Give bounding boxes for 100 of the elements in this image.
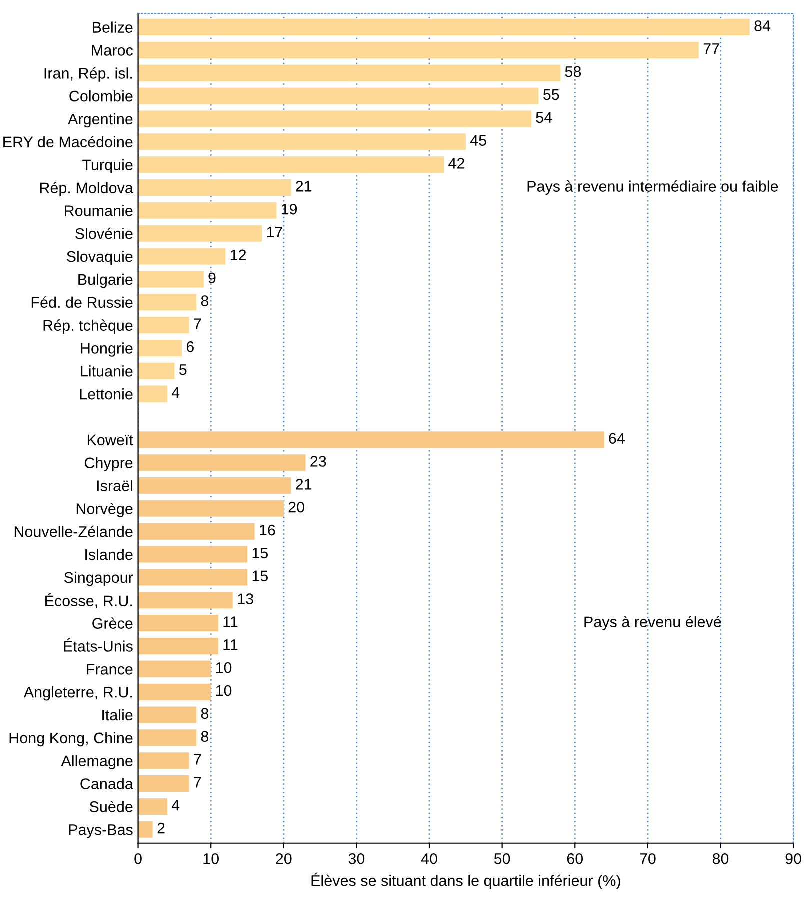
bar — [138, 64, 561, 82]
y-tick-label: Lituanie — [81, 366, 133, 377]
bar — [138, 638, 218, 654]
annotation: Pays à revenu intermédiaire ou faible — [528, 180, 778, 195]
bar — [138, 776, 190, 792]
data-label: 7 — [194, 777, 202, 788]
y-tick-label: Belize — [93, 22, 133, 33]
bar — [138, 478, 292, 494]
data-label: 12 — [230, 250, 246, 260]
y-tick-label: États-Unis — [64, 638, 133, 652]
bar — [138, 19, 750, 36]
y-tick-label: Norvège — [76, 503, 133, 518]
data-label: 64 — [609, 433, 625, 444]
bar — [138, 821, 153, 838]
bar — [138, 42, 699, 58]
data-label: 5 — [179, 364, 187, 376]
y-tick-label: Iran, Rép. isl. — [44, 68, 132, 82]
data-label: 8 — [201, 708, 209, 720]
data-label: 17 — [267, 227, 282, 238]
data-label: 23 — [310, 456, 326, 467]
bar — [138, 156, 444, 174]
bar — [138, 684, 212, 700]
bar — [138, 271, 204, 288]
bar — [138, 798, 168, 815]
x-tick-label: 20 — [276, 853, 292, 864]
x-tick-label: 40 — [421, 853, 438, 864]
data-label: 21 — [296, 479, 312, 490]
x-tick-label: 30 — [348, 853, 365, 864]
data-label: 7 — [194, 754, 202, 765]
bar — [138, 730, 197, 746]
bar — [138, 706, 197, 724]
y-tick-label: Colombie — [70, 90, 133, 102]
bar — [138, 110, 532, 128]
y-tick-label: Italie — [102, 709, 133, 721]
bar — [138, 294, 197, 311]
data-label: 4 — [172, 388, 180, 398]
y-tick-label: Angleterre, R.U. — [24, 686, 132, 701]
bar — [138, 180, 292, 196]
bar — [138, 317, 190, 334]
y-tick-label: Lettonie — [80, 388, 133, 400]
y-tick-label: Hongrie — [81, 342, 133, 357]
bar — [138, 386, 168, 402]
y-tick-label: France — [87, 664, 133, 675]
data-label: 20 — [288, 502, 304, 513]
y-tick-label: Canada — [80, 778, 134, 790]
x-tick-label: 10 — [204, 853, 219, 864]
y-tick-label: Allemagne — [61, 755, 133, 770]
x-tick-label: 70 — [640, 853, 656, 864]
y-tick-label: ERY de Macédoine — [4, 136, 133, 148]
y-tick-label: Nouvelle-Zélande — [14, 526, 133, 538]
y-tick-label: Turquie — [82, 159, 133, 174]
x-tick-label: 60 — [567, 853, 584, 864]
data-label: 8 — [201, 296, 209, 306]
y-tick-label: Féd. de Russie — [32, 296, 133, 308]
y-tick-label: Pays-Bas — [69, 824, 133, 838]
y-tick-label: Bulgarie — [78, 274, 133, 288]
y-tick-label: Hong Kong, Chine — [10, 732, 133, 747]
bar — [138, 752, 190, 770]
y-tick-label: Maroc — [92, 45, 134, 56]
data-label: 8 — [201, 731, 209, 742]
data-label: 16 — [260, 524, 276, 536]
x-tick-label: 0 — [134, 853, 142, 864]
y-tick-label: Israël — [97, 480, 132, 492]
data-label: 15 — [252, 548, 268, 559]
y-tick-label: Écosse, R.U. — [46, 593, 132, 608]
y-tick-label: Slovénie — [76, 228, 133, 240]
y-tick-label: Islande — [86, 548, 133, 560]
y-tick-label: Suède — [90, 800, 133, 812]
y-tick-label: Singapour — [64, 572, 134, 586]
bar — [138, 569, 248, 586]
y-tick-label: Grèce — [92, 618, 133, 629]
y-tick-label: Rép. tchèque — [44, 320, 133, 334]
bar — [138, 615, 218, 632]
data-label: 84 — [754, 20, 771, 32]
data-label: 13 — [238, 594, 254, 604]
bar — [138, 432, 604, 448]
data-label: 58 — [565, 66, 582, 78]
data-label: 42 — [448, 158, 464, 169]
x-axis-title: Élèves se situant dans le quartile inférieur (%) — [312, 872, 620, 890]
data-label: 6 — [186, 342, 194, 352]
y-tick-label: Chypre — [84, 457, 133, 472]
bar — [138, 546, 248, 563]
data-label: 55 — [544, 89, 560, 100]
data-label: 11 — [224, 640, 238, 650]
bar — [138, 500, 284, 517]
data-label: 2 — [158, 822, 165, 834]
bar — [138, 523, 255, 540]
data-label: 54 — [536, 112, 552, 124]
data-label: 11 — [224, 616, 238, 628]
data-label: 10 — [216, 685, 232, 696]
data-label: 77 — [704, 44, 720, 54]
bar — [138, 225, 262, 242]
y-tick-label: Rép. Moldova — [40, 182, 134, 197]
data-label: 19 — [282, 204, 298, 215]
bar — [138, 454, 306, 472]
y-tick-label: Argentine — [68, 113, 133, 128]
x-tick-label: 90 — [786, 853, 802, 864]
x-tick-label: 50 — [494, 853, 510, 864]
bar — [138, 660, 212, 678]
data-label: 4 — [172, 800, 180, 811]
